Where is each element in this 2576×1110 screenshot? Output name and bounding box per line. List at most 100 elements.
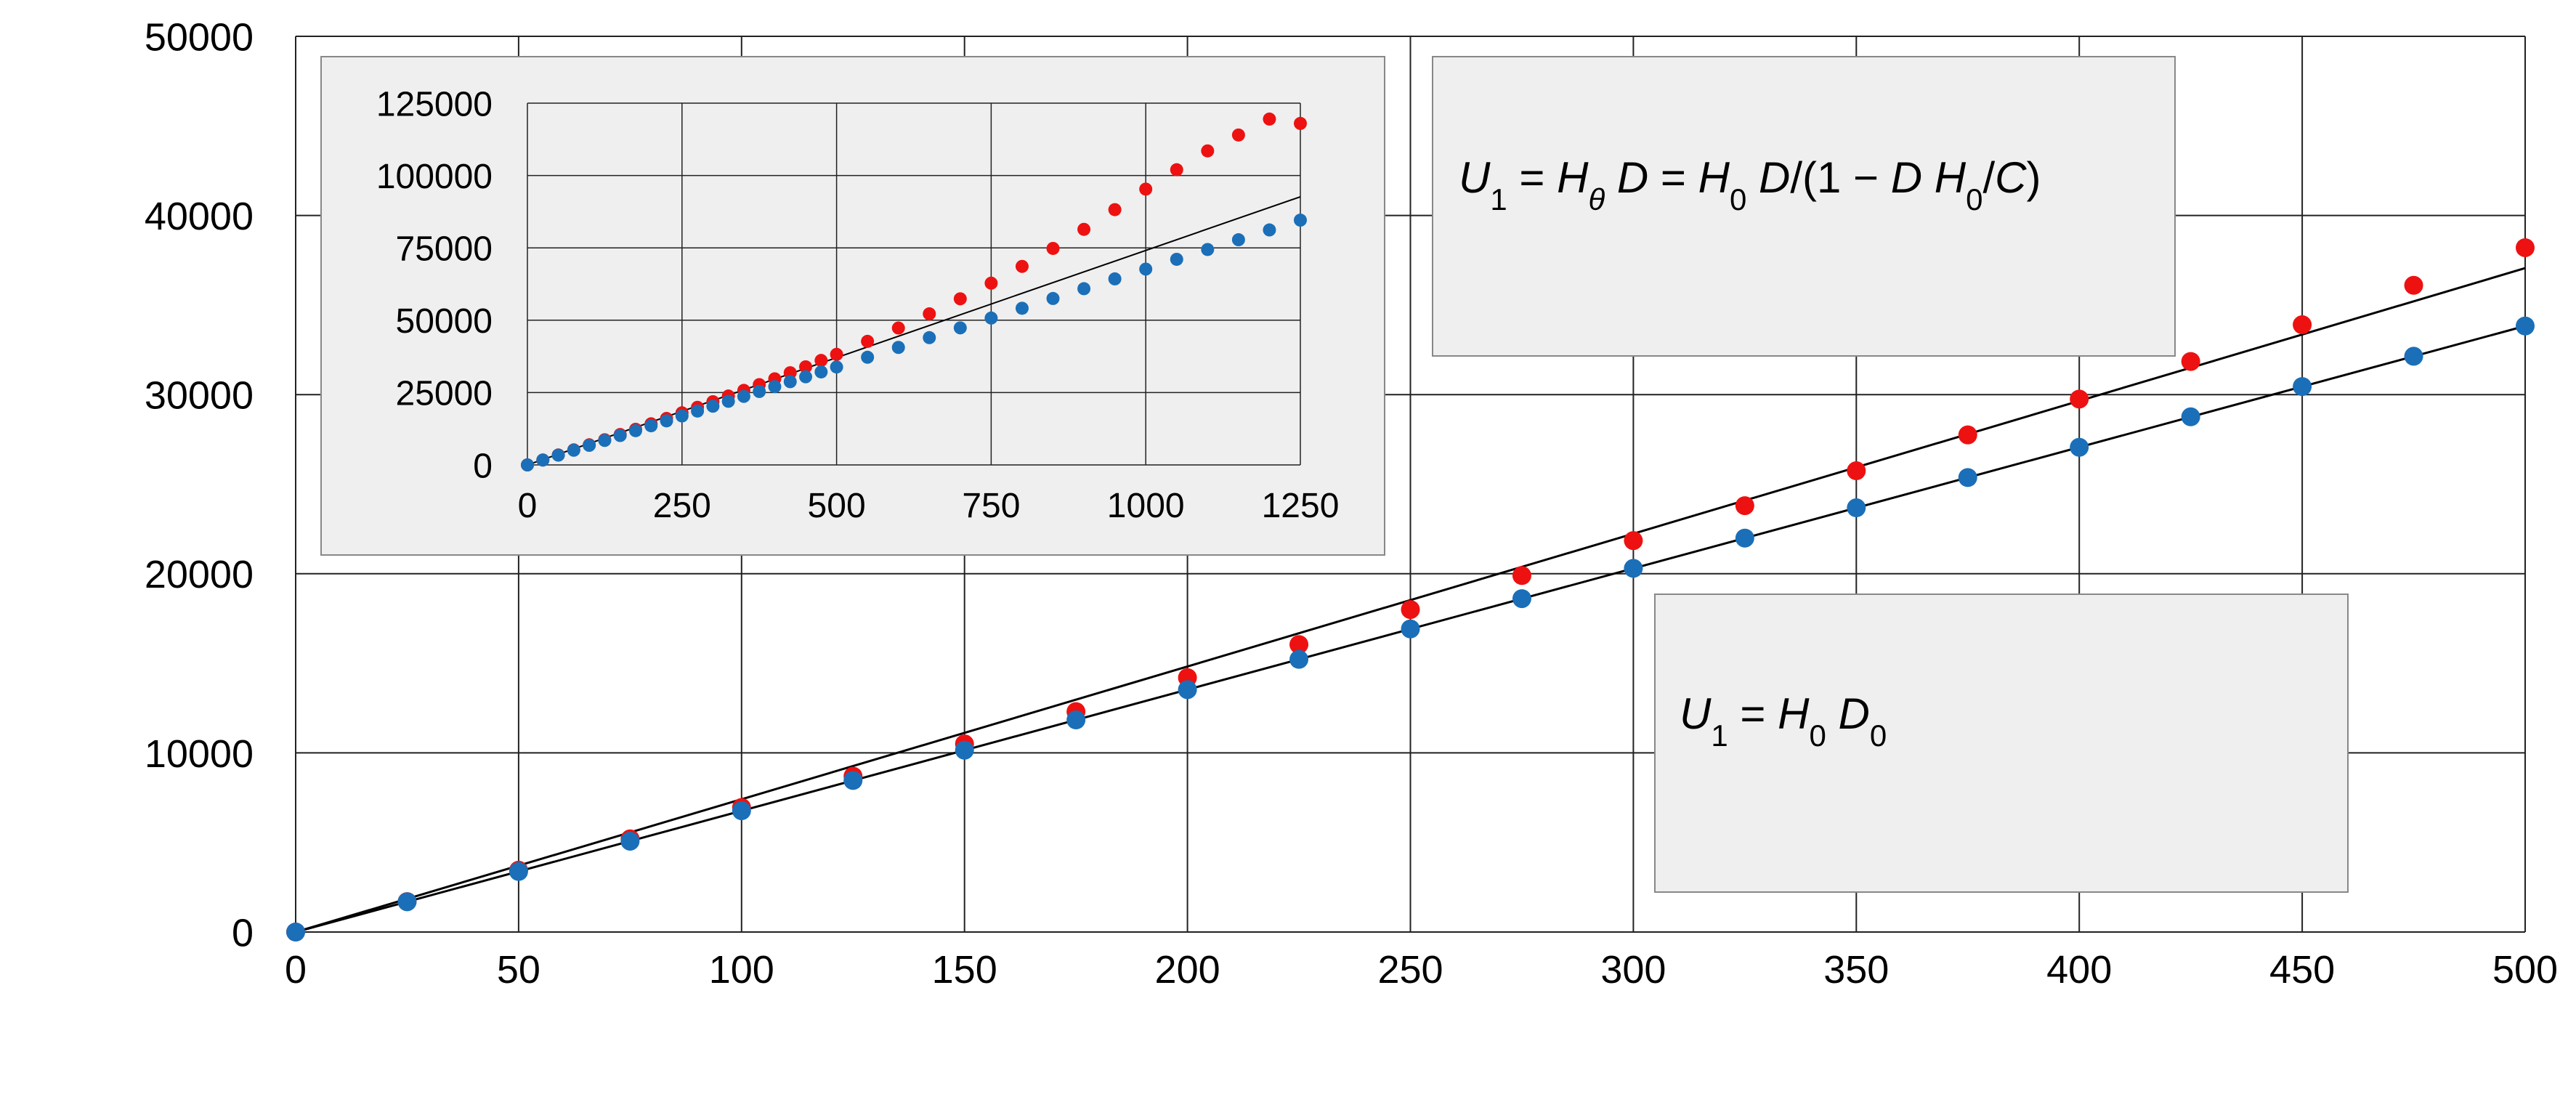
inset-blue-point: [1231, 233, 1245, 247]
main-y-tick-label: 20000: [145, 553, 254, 596]
main-x-tick-label: 500: [2492, 948, 2558, 992]
inset-blue-point: [768, 380, 782, 394]
main-red-point: [1289, 635, 1309, 655]
main-x-tick-label: 50: [497, 948, 540, 992]
main-blue-point: [732, 801, 751, 821]
main-blue-point: [2516, 316, 2535, 336]
inset-blue-point: [923, 331, 936, 344]
inset-blue-point: [1077, 282, 1091, 296]
inset-red-point: [923, 307, 936, 321]
inset-x-tick-label: 1000: [1107, 487, 1185, 525]
inset-y-tick-label: 100000: [376, 158, 493, 196]
main-red-point: [2293, 315, 2312, 335]
inset-red-point: [814, 354, 828, 368]
inset-blue-point: [984, 311, 998, 325]
inset-chart: 0 250 500 750 1000 1250 0 25000 50000 75000 100000…: [320, 56, 1385, 556]
main-blue-point: [2404, 347, 2423, 366]
main-red-point: [2516, 238, 2535, 257]
inset-y-tick-label: 25000: [396, 375, 493, 413]
inset-blue-point: [1046, 291, 1060, 305]
inset-red-point: [1170, 163, 1183, 177]
main-x-tick-label: 300: [1600, 948, 1666, 992]
main-blue-point: [1512, 589, 1531, 609]
main-blue-point: [843, 771, 863, 790]
inset-y-tick-label: 75000: [396, 230, 493, 268]
main-y-tick-label: 30000: [145, 374, 254, 418]
inset-x-tick-label: 500: [808, 487, 866, 525]
inset-red-point: [1294, 116, 1307, 130]
main-y-tick-label: 50000: [145, 15, 254, 59]
red-annotation-formula: U1 = Hθ D = H0 D/(1 − D H0/C): [1459, 153, 2041, 216]
main-red-point: [2181, 352, 2200, 371]
inset-blue-point: [814, 365, 828, 378]
main-x-tick-label: 200: [1155, 948, 1220, 992]
main-blue-point: [1624, 559, 1643, 578]
inset-x-tick-label: 0: [518, 487, 538, 525]
red-annotation-box: [1432, 56, 2176, 357]
main-blue-point: [1401, 619, 1420, 639]
inset-blue-point: [891, 341, 905, 355]
inset-red-point: [1201, 144, 1215, 158]
main-red-point: [2070, 389, 2089, 409]
inset-blue-point: [521, 458, 534, 471]
main-y-tick-label: 0: [232, 911, 254, 955]
inset-blue-point: [551, 448, 565, 462]
inset-x-tick-label: 1250: [1262, 487, 1340, 525]
inset-blue-point: [861, 350, 875, 364]
main-blue-point: [1847, 498, 1866, 518]
inset-blue-point: [598, 434, 612, 447]
main-red-point: [1401, 600, 1420, 620]
inset-blue-point: [536, 453, 550, 467]
main-blue-point: [1735, 528, 1754, 548]
main-x-tick-label: 250: [1377, 948, 1443, 992]
main-x-tick-label: 350: [1823, 948, 1889, 992]
inset-red-point: [984, 276, 998, 290]
inset-red-point: [783, 366, 797, 380]
main-data-points: [286, 238, 2535, 941]
main-red-point: [2404, 275, 2423, 295]
inset-blue-point: [1015, 301, 1029, 315]
inset-plot-area: [527, 103, 1300, 465]
main-blue-point: [1958, 468, 1977, 487]
inset-blue-point: [721, 394, 735, 408]
inset-blue-point: [628, 424, 642, 437]
inset-blue-point: [706, 400, 720, 413]
inset-blue-point: [737, 389, 750, 403]
inset-blue-point: [1201, 243, 1215, 256]
red-points-annotation: U1 = Hθ D = H0 D/(1 − D H0/C): [1432, 56, 2176, 357]
main-y-tick-label: 40000: [145, 195, 254, 238]
main-red-point: [1512, 566, 1531, 586]
main-x-tick-label: 150: [932, 948, 997, 992]
main-red-point: [1958, 425, 1977, 445]
inset-blue-point: [1139, 262, 1153, 276]
inset-x-tick-label: 250: [653, 487, 711, 525]
inset-red-point: [1046, 241, 1060, 255]
inset-tick-labels: 0 250 500 750 1000 1250 0 25000 50000 75000 100000…: [376, 85, 1340, 525]
inset-blue-point: [1108, 272, 1122, 285]
inset-red-point: [953, 292, 967, 306]
main-fit-line-1: [295, 267, 2526, 933]
inset-red-point: [861, 334, 875, 348]
main-blue-point: [286, 923, 305, 941]
inset-red-point: [1015, 259, 1029, 273]
main-blue-point: [397, 892, 417, 912]
inset-blue-point: [830, 360, 843, 374]
inset-blue-point: [783, 375, 797, 389]
inset-blue-point: [1170, 252, 1183, 266]
inset-blue-point: [567, 443, 580, 457]
inset-blue-point: [660, 414, 673, 428]
inset-blue-point: [644, 419, 658, 433]
main-blue-point: [2181, 407, 2200, 426]
inset-red-point: [891, 321, 905, 335]
inset-red-point: [1139, 182, 1153, 196]
main-blue-point: [509, 862, 528, 881]
main-blue-point: [1066, 710, 1086, 730]
inset-blue-point: [953, 321, 967, 335]
blue-points-annotation: U1 = H0 D0: [1654, 594, 2349, 893]
inset-blue-point: [675, 409, 689, 423]
main-blue-point: [2070, 437, 2089, 457]
inset-red-point: [1231, 128, 1245, 142]
main-y-tick-label: 10000: [145, 732, 254, 776]
main-blue-point: [2293, 377, 2312, 397]
